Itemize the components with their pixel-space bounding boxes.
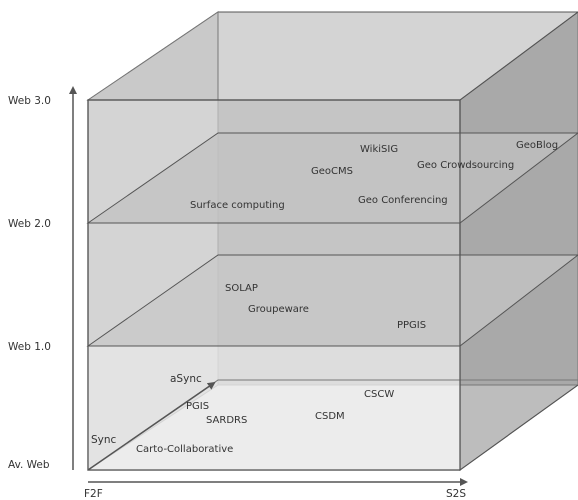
y-axis-labels: Web 3.0 Web 2.0 Web 1.0 Av. Web [8,95,51,471]
cube-right-edge-bottom [459,384,578,471]
z-axis-arrow [87,381,216,471]
item-geocms: GeoCMS [311,166,353,177]
web-3-0-items: WikiSIG GeoCMS Geo Crowdsourcing GeoBlog [311,140,558,177]
web-1-0-items: SOLAP Groupeware PPGIS [225,283,426,331]
item-cscw: CSCW [364,389,394,400]
plane-web-1-0 [86,254,578,347]
level-av-web-label: Av. Web [8,459,50,471]
item-geoblog: GeoBlog [516,140,558,151]
x-axis-start-label: F2F [84,488,103,500]
item-csdm: CSDM [315,411,345,422]
level-web-2-0-label: Web 2.0 [8,218,51,230]
web-2-0-items: Surface computing Geo Conferencing [190,195,448,211]
cube-right-edge-top [459,11,578,101]
cube-front-outline [87,99,461,471]
item-carto-collaborative: Carto-Collaborative [136,444,233,455]
item-solap: SOLAP [225,283,258,294]
z-axis-end-label: aSync [170,373,202,385]
item-geo-crowdsourcing: Geo Crowdsourcing [417,160,514,171]
axes [69,86,468,486]
x-axis-end-label: S2S [446,488,466,500]
item-surface-computing: Surface computing [190,200,285,211]
item-wikisig: WikiSIG [360,144,398,155]
item-pgis: PGIS [186,401,209,412]
av-web-items: PGIS SARDRS CSCW CSDM Carto-Collaborativ… [136,389,394,455]
level-web-3-0-label: Web 3.0 [8,95,51,107]
cube [86,11,578,471]
item-groupeware: Groupeware [248,304,309,315]
z-axis-start-label: Sync [91,434,117,446]
plane-web-2-0 [86,132,578,224]
item-ppgis: PPGIS [397,320,426,331]
item-geo-conferencing: Geo Conferencing [358,195,448,206]
item-sardrs: SARDRS [206,415,247,426]
cube-bottom-band [88,346,460,470]
level-planes [86,132,578,471]
level-web-1-0-label: Web 1.0 [8,341,51,353]
